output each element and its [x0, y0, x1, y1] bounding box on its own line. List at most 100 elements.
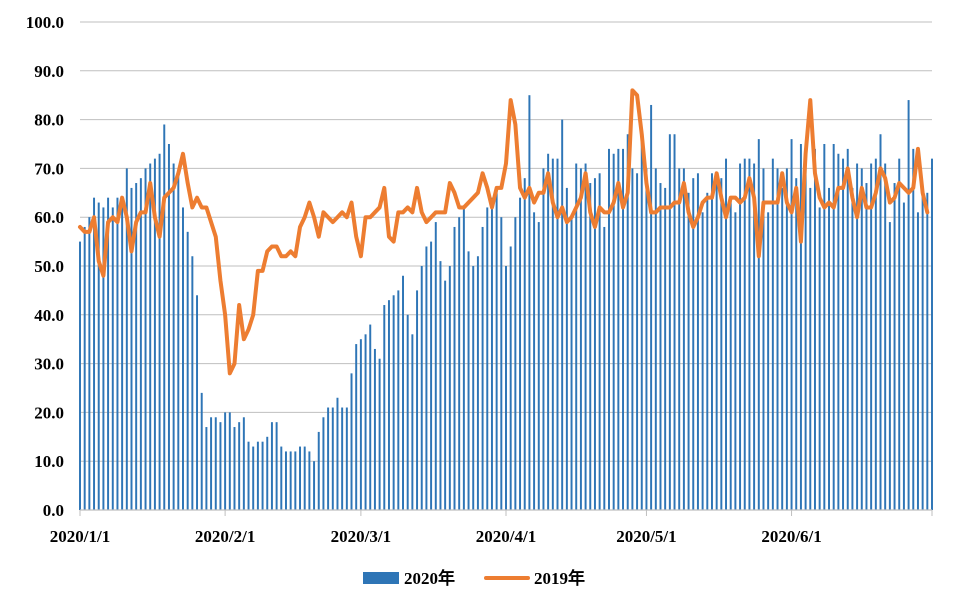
bar-2020: [640, 139, 643, 510]
bar-2020: [865, 183, 868, 511]
bar-2020: [757, 139, 760, 510]
bar-2020: [364, 334, 367, 510]
bar-series-2020: [79, 95, 933, 511]
bar-2020: [874, 158, 877, 510]
bar-2020: [177, 173, 180, 510]
bar-2020: [725, 158, 728, 510]
bar-2020: [261, 441, 264, 510]
bar-2020: [102, 207, 105, 510]
bar-2020: [266, 436, 269, 510]
bar-2020: [828, 187, 830, 511]
bar-2020: [888, 222, 891, 510]
bar-2020: [472, 266, 475, 510]
bar-2020: [238, 422, 241, 510]
bar-2020: [622, 148, 625, 510]
bar-2020: [149, 163, 152, 510]
bar-2020: [902, 202, 905, 510]
bar-2020: [167, 144, 170, 510]
bar-2020: [83, 226, 86, 510]
x-tick-label: 2020/6/1: [761, 527, 821, 546]
bar-2020: [860, 168, 863, 510]
bar-2020: [116, 197, 119, 510]
bar-2020: [542, 168, 545, 510]
bar-2020: [416, 290, 419, 510]
bar-2020: [331, 407, 334, 510]
bar-2020: [430, 241, 433, 510]
x-tick-label: 2020/1/1: [50, 527, 110, 546]
bar-2020: [144, 168, 147, 510]
y-tick-label: 90.0: [34, 62, 64, 81]
bar-2020: [256, 441, 259, 510]
bar-2020: [898, 158, 901, 510]
bar-2020: [879, 134, 882, 511]
bar-2020: [608, 148, 610, 510]
bar-2020: [565, 187, 568, 511]
bar-2020: [196, 295, 199, 510]
bar-2020: [916, 212, 919, 510]
bar-2020: [247, 441, 250, 510]
bar-2020: [444, 280, 447, 510]
bar-2020: [93, 197, 96, 510]
bar-2020: [678, 168, 681, 510]
bar-2020: [579, 168, 582, 510]
bar-2020: [359, 339, 362, 510]
bar-2020: [158, 153, 161, 510]
bar-2020: [200, 392, 203, 510]
bar-2020: [907, 100, 910, 510]
bar-2020: [884, 163, 887, 510]
bar-2020: [153, 158, 156, 510]
bar-2020: [823, 144, 826, 510]
bar-2020: [837, 153, 840, 510]
bar-2020: [327, 407, 330, 510]
bar-2020: [186, 231, 189, 510]
bar-2020: [434, 222, 437, 510]
y-tick-label: 10.0: [34, 452, 64, 471]
bar-2020: [753, 163, 756, 510]
bar-2020: [673, 134, 676, 511]
bar-2020: [856, 163, 859, 510]
bar-2020: [289, 451, 292, 510]
bar-2020: [420, 266, 423, 510]
bar-2020: [720, 178, 723, 510]
bar-2020: [818, 207, 821, 510]
x-tick-label: 2020/5/1: [616, 527, 676, 546]
bar-2020: [182, 207, 184, 510]
bar-2020: [341, 407, 344, 510]
bar-2020: [682, 168, 685, 510]
bar-2020: [313, 461, 316, 510]
bar-2020: [242, 417, 245, 510]
bar-2020: [790, 139, 793, 510]
legend-label-2020: 2020年: [404, 568, 455, 588]
bar-2020: [228, 412, 231, 510]
bar-2020: [636, 173, 639, 510]
bar-2020: [97, 202, 100, 510]
bar-2020: [781, 187, 784, 511]
bar-2020: [481, 226, 484, 510]
bar-2020: [299, 446, 302, 510]
bar-2020: [205, 427, 208, 510]
bar-2020: [514, 217, 517, 510]
bar-2020: [813, 148, 816, 510]
x-tick-label: 2020/3/1: [331, 527, 391, 546]
bar-2020: [139, 178, 142, 510]
bar-2020: [411, 334, 414, 510]
bar-2020: [631, 168, 634, 510]
bar-2020: [654, 168, 657, 510]
bar-2020: [598, 173, 601, 510]
bar-2020: [111, 207, 114, 510]
bar-2020: [762, 168, 765, 510]
bar-2020: [687, 192, 690, 511]
bar-2020: [921, 192, 924, 511]
bar-2020: [294, 451, 297, 510]
bar-2020: [505, 266, 507, 510]
bar-2020: [729, 197, 732, 510]
line-series-2019: [78, 88, 930, 376]
bar-2020: [603, 226, 606, 510]
bar-2020: [842, 158, 845, 510]
bar-2020: [448, 266, 451, 510]
bar-2020: [303, 446, 306, 510]
bar-2020: [776, 168, 779, 510]
bar-2020: [125, 168, 128, 510]
bar-2020: [317, 431, 320, 510]
bar-2020: [870, 163, 873, 510]
